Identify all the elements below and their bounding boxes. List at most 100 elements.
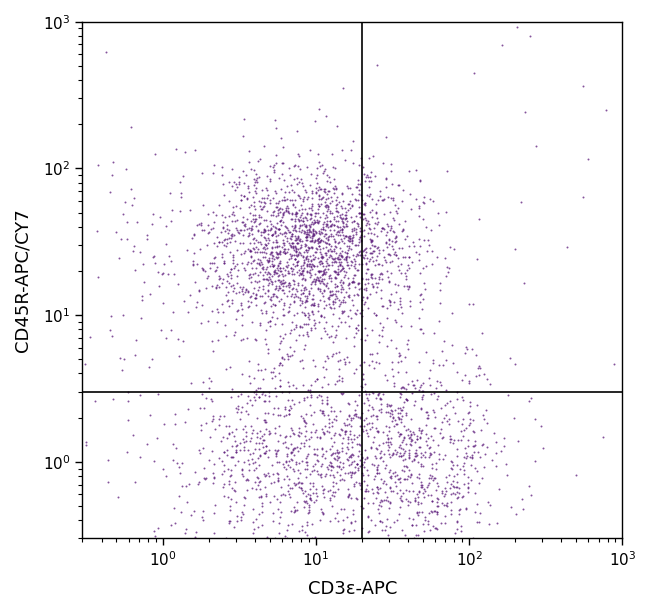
- Point: [327, 321, 337, 331]
- Point: [296, 298, 307, 308]
- Point: [295, 443, 306, 453]
- Point: [289, 502, 300, 512]
- Point: [198, 225, 209, 235]
- Point: [296, 285, 306, 294]
- Point: [266, 367, 276, 377]
- Point: [426, 506, 436, 516]
- Point: [240, 436, 251, 446]
- Point: [333, 447, 344, 457]
- Point: [240, 475, 251, 485]
- Point: [290, 220, 300, 230]
- Point: [265, 497, 276, 507]
- Point: [250, 177, 260, 187]
- Point: [376, 495, 387, 505]
- Point: [609, 360, 619, 370]
- Point: [189, 277, 200, 286]
- Point: [412, 472, 423, 482]
- Point: [176, 458, 187, 468]
- Point: [315, 515, 325, 524]
- Point: [341, 253, 352, 263]
- Point: [321, 364, 332, 374]
- Point: [188, 260, 198, 270]
- Point: [268, 469, 278, 479]
- Point: [294, 177, 305, 187]
- Point: [328, 244, 339, 254]
- Point: [341, 253, 352, 263]
- Point: [359, 454, 370, 464]
- Point: [354, 185, 364, 195]
- Point: [232, 259, 242, 269]
- Point: [255, 197, 266, 207]
- Point: [276, 294, 287, 304]
- Point: [336, 264, 346, 274]
- Point: [404, 452, 414, 462]
- Point: [392, 447, 402, 457]
- Point: [248, 256, 258, 266]
- Point: [261, 417, 271, 427]
- Point: [277, 242, 287, 252]
- Point: [425, 449, 436, 458]
- Point: [304, 203, 315, 212]
- Point: [418, 386, 428, 395]
- Point: [263, 234, 274, 244]
- Point: [385, 225, 395, 235]
- Point: [188, 248, 199, 258]
- Point: [204, 373, 214, 383]
- Point: [400, 447, 410, 457]
- Point: [402, 395, 412, 405]
- Point: [292, 234, 302, 244]
- Point: [442, 262, 452, 272]
- Point: [269, 289, 280, 299]
- Point: [318, 231, 329, 241]
- Point: [234, 177, 244, 187]
- Point: [236, 300, 246, 310]
- Point: [340, 429, 350, 439]
- Point: [261, 441, 272, 450]
- Point: [226, 452, 236, 461]
- Point: [260, 225, 270, 235]
- Point: [254, 255, 265, 264]
- Point: [304, 225, 315, 234]
- Point: [343, 484, 353, 494]
- Point: [417, 392, 427, 402]
- Point: [354, 208, 365, 218]
- Point: [227, 295, 238, 305]
- Point: [238, 217, 248, 226]
- Point: [254, 285, 264, 295]
- Point: [413, 211, 424, 220]
- Point: [422, 235, 433, 245]
- Point: [306, 432, 317, 442]
- Point: [385, 472, 395, 482]
- Point: [350, 271, 360, 280]
- Point: [209, 459, 219, 469]
- Point: [433, 391, 443, 401]
- Point: [439, 336, 449, 346]
- Point: [259, 469, 269, 479]
- Point: [304, 310, 314, 320]
- Point: [324, 302, 335, 312]
- Point: [410, 383, 420, 393]
- Point: [435, 278, 445, 288]
- Point: [359, 200, 370, 209]
- Point: [310, 361, 320, 371]
- Point: [346, 313, 356, 323]
- Point: [288, 444, 298, 454]
- Point: [371, 255, 382, 265]
- Point: [374, 248, 384, 258]
- Point: [302, 231, 312, 241]
- Point: [322, 201, 332, 211]
- Point: [363, 223, 374, 233]
- Point: [375, 483, 385, 493]
- Point: [192, 479, 203, 489]
- Point: [317, 258, 327, 268]
- Point: [148, 526, 159, 536]
- Point: [354, 390, 364, 400]
- Point: [299, 345, 309, 354]
- Point: [172, 458, 182, 468]
- Point: [208, 478, 218, 488]
- Point: [79, 359, 90, 369]
- Point: [307, 278, 317, 288]
- Point: [346, 422, 357, 431]
- Point: [396, 268, 406, 278]
- Point: [292, 257, 302, 267]
